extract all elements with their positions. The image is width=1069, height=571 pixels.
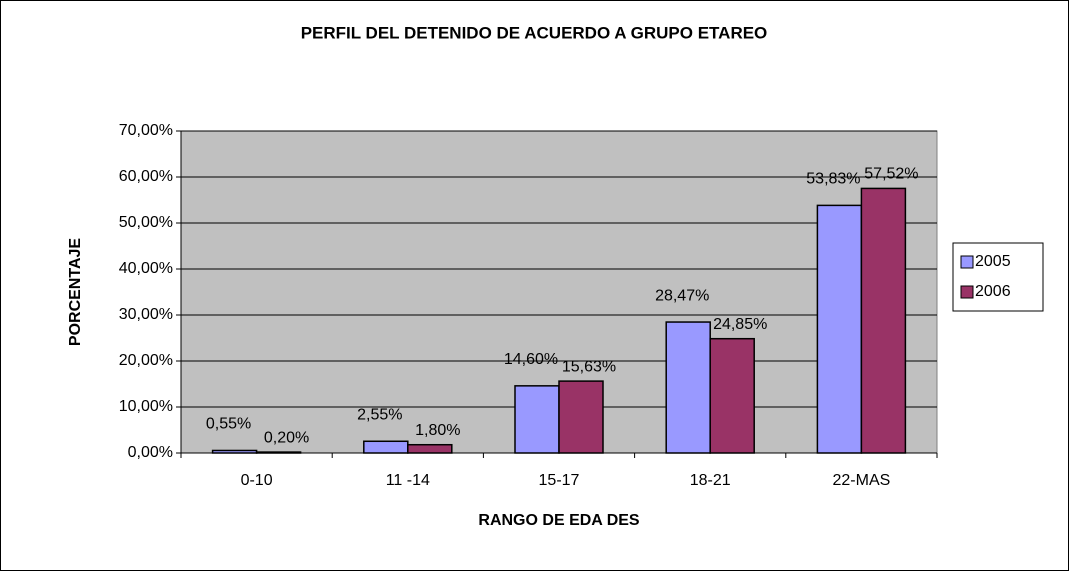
x-tick-label: 15-17 (539, 472, 580, 489)
value-label: 24,85% (713, 316, 767, 333)
value-label: 15,63% (562, 358, 616, 375)
y-tick-label: 30,00% (119, 306, 173, 323)
bar (709, 337, 755, 454)
bar (558, 380, 604, 454)
y-tick-label: 20,00% (119, 352, 173, 369)
value-label: 0,55% (206, 416, 251, 433)
x-tick-label: 0-10 (241, 472, 273, 489)
legend-label: 2006 (975, 283, 1011, 300)
value-label: 28,47% (655, 287, 709, 304)
y-axis-label: PORCENTAJE (67, 238, 84, 346)
x-tick-label: 11 -14 (386, 472, 430, 489)
chart-title: PERFIL DEL DETENIDO DE ACUERDO A GRUPO E… (301, 23, 768, 42)
x-axis-label: RANGO DE EDA DES (478, 512, 640, 529)
bar (407, 443, 453, 454)
value-label: 0,20% (264, 429, 309, 446)
bar (860, 187, 907, 454)
x-tick-label: 22-MAS (833, 472, 891, 489)
y-tick-label: 10,00% (119, 398, 173, 415)
y-tick-label: 70,00% (119, 122, 173, 139)
x-tick-label: 18-21 (690, 472, 731, 489)
value-label: 2,55% (357, 406, 402, 423)
y-tick-label: 60,00% (119, 168, 173, 185)
value-label: 53,83% (806, 171, 860, 188)
legend (952, 242, 1044, 312)
value-label: 1,80% (415, 422, 460, 439)
bar (816, 204, 863, 454)
y-tick-label: 40,00% (119, 260, 173, 277)
y-tick-label: 50,00% (119, 214, 173, 231)
legend-swatch (960, 255, 974, 269)
value-label: 14,60% (504, 351, 558, 368)
y-tick-label: 0,00% (128, 444, 173, 461)
legend-swatch (960, 285, 974, 299)
bar (514, 385, 560, 454)
value-label: 57,52% (864, 166, 918, 183)
bar (665, 321, 711, 454)
legend-label: 2005 (975, 253, 1011, 270)
bar (363, 440, 409, 454)
